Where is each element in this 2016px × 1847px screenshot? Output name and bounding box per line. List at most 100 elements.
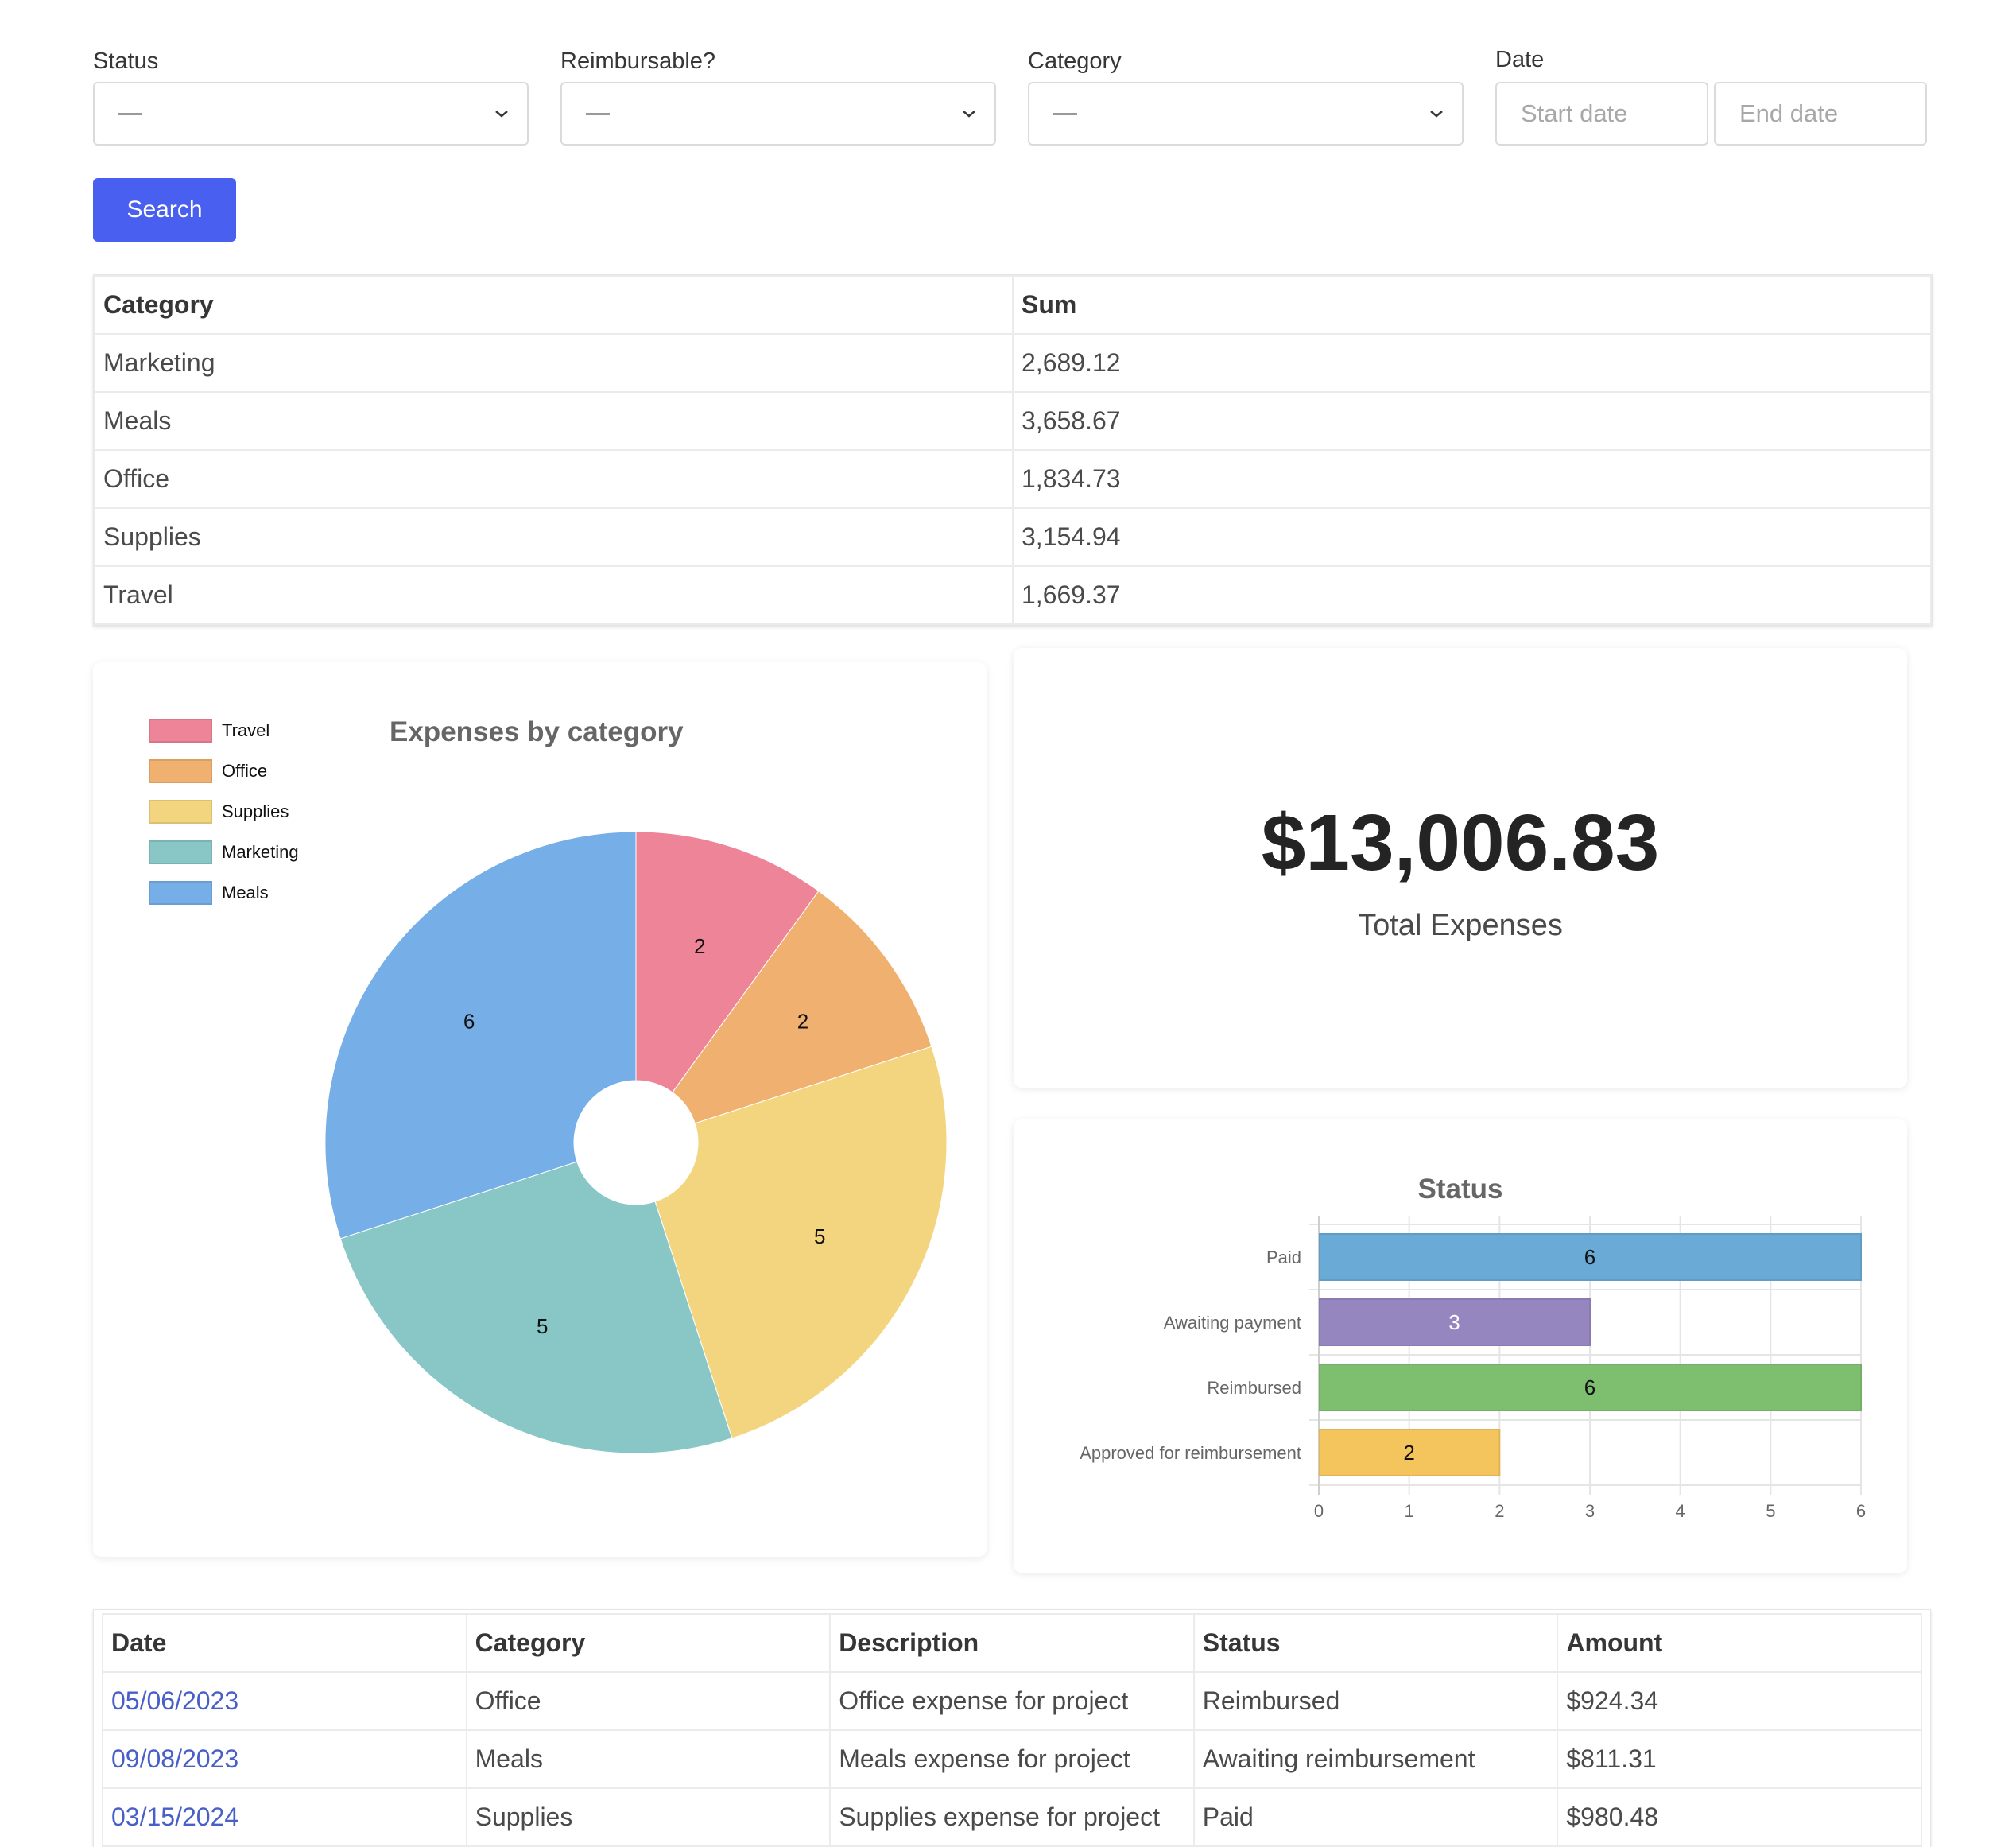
sum-cell: 1,834.73 <box>1012 449 1932 509</box>
bar-value-label: 6 <box>1584 1245 1595 1269</box>
bar-value-label: 2 <box>1403 1441 1414 1465</box>
end-date-input[interactable] <box>1714 82 1927 146</box>
reimbursable-select[interactable]: — <box>560 82 996 146</box>
status-bar[interactable] <box>1319 1233 1862 1281</box>
sum-cell: 1,669.37 <box>1012 565 1932 625</box>
column-header-status: Status <box>1192 1613 1559 1673</box>
x-axis-tick-label: 1 <box>1405 1501 1414 1521</box>
category-cell: Office <box>465 1671 832 1731</box>
pie-slice-office[interactable] <box>672 890 932 1124</box>
expenses-table: Date Category Description Status Amount … <box>93 1609 1931 1847</box>
status-select-value: — <box>118 99 142 126</box>
table-row: Marketing 2,689.12 <box>94 333 1932 393</box>
status-filter-label: Status <box>93 49 159 74</box>
description-cell: Meals expense for project <box>829 1729 1195 1789</box>
table-row: Meals 3,658.67 <box>94 391 1932 451</box>
search-button[interactable]: Search <box>93 178 236 242</box>
category-filter-label: Category <box>1028 49 1122 74</box>
pie-slice-value-label: 6 <box>463 1009 475 1033</box>
table-row: 05/06/2023 Office Office expense for pro… <box>102 1671 1922 1731</box>
legend-label: Meals <box>222 882 269 902</box>
y-axis-category-label: Paid <box>1266 1248 1301 1267</box>
description-cell: Office expense for project <box>829 1671 1195 1731</box>
bar-value-label: 3 <box>1448 1310 1460 1334</box>
legend-swatch <box>149 799 212 824</box>
status-select[interactable]: — <box>93 82 529 146</box>
pie-slice-supplies[interactable] <box>654 1046 948 1439</box>
x-axis-tick-label: 5 <box>1766 1501 1775 1521</box>
pie-slice-marketing[interactable] <box>339 1161 733 1454</box>
description-cell: Supplies expense for project <box>829 1787 1195 1847</box>
chevron-down-icon <box>495 111 508 118</box>
sum-cell: 3,658.67 <box>1012 391 1932 451</box>
status-bar[interactable] <box>1319 1364 1862 1411</box>
expense-date-link[interactable]: 05/06/2023 <box>111 1686 239 1715</box>
start-date-input[interactable] <box>1495 82 1708 146</box>
date-cell[interactable]: 05/06/2023 <box>102 1671 467 1731</box>
pie-legend: Travel Office Supplies Marketing Meals <box>149 718 299 921</box>
legend-item-office[interactable]: Office <box>149 759 299 783</box>
y-axis-category-label: Approved for reimbursement <box>1080 1443 1301 1463</box>
category-select-value: — <box>1053 99 1077 126</box>
amount-cell: $980.48 <box>1557 1787 1922 1847</box>
pie-slice-travel[interactable] <box>635 831 820 1093</box>
expense-date-link[interactable]: 03/15/2024 <box>111 1802 239 1831</box>
expense-date-link[interactable]: 09/08/2023 <box>111 1744 239 1773</box>
y-axis-category-label: Reimbursed <box>1207 1378 1301 1398</box>
pie-slice-meals[interactable] <box>324 831 637 1240</box>
pie-slice-value-label: 5 <box>814 1224 825 1248</box>
table-header-row: Category Sum <box>94 275 1932 335</box>
bar-chart-title: Status <box>1417 1174 1503 1205</box>
table-row: 09/08/2023 Meals Meals expense for proje… <box>102 1729 1922 1789</box>
category-select[interactable]: — <box>1028 82 1464 146</box>
status-cell: Awaiting reimbursement <box>1192 1729 1559 1789</box>
column-header-sum: Sum <box>1012 275 1932 335</box>
date-cell[interactable]: 09/08/2023 <box>102 1729 467 1789</box>
legend-item-marketing[interactable]: Marketing <box>149 840 299 864</box>
table-header-row: Date Category Description Status Amount <box>102 1613 1922 1673</box>
total-expenses-label: Total Expenses <box>1358 909 1563 942</box>
legend-item-travel[interactable]: Travel <box>149 718 299 743</box>
category-cell: Travel <box>94 565 1014 625</box>
status-bar[interactable] <box>1319 1298 1591 1346</box>
legend-swatch <box>149 718 212 743</box>
legend-swatch <box>149 840 212 864</box>
column-header-category: Category <box>94 275 1014 335</box>
date-filter-label: Date <box>1495 47 1545 72</box>
y-axis-category-label: Awaiting payment <box>1164 1313 1301 1333</box>
amount-cell: $924.34 <box>1557 1671 1922 1731</box>
column-header-category: Category <box>465 1613 832 1673</box>
legend-label: Supplies <box>222 801 289 821</box>
total-amount: $13,006.83 <box>1261 798 1660 887</box>
pie-chart: 2 2 5 5 6 <box>324 831 948 1454</box>
reimbursable-filter-label: Reimbursable? <box>560 49 716 74</box>
chevron-down-icon <box>963 111 975 118</box>
legend-item-meals[interactable]: Meals <box>149 880 299 905</box>
category-cell: Supplies <box>465 1787 832 1847</box>
amount-cell: $811.31 <box>1557 1729 1922 1789</box>
pie-slice-value-label: 2 <box>797 1009 808 1033</box>
table-row: Supplies 3,154.94 <box>94 507 1932 567</box>
category-cell: Meals <box>465 1729 832 1789</box>
x-axis-tick-label: 6 <box>1856 1501 1866 1521</box>
pie-slice-value-label: 5 <box>537 1314 548 1338</box>
reimbursable-select-value: — <box>586 99 610 126</box>
x-axis-tick-label: 4 <box>1676 1501 1685 1521</box>
legend-label: Marketing <box>222 841 299 862</box>
legend-item-supplies[interactable]: Supplies <box>149 799 299 824</box>
date-cell[interactable]: 03/15/2024 <box>102 1787 467 1847</box>
table-row: 03/15/2024 Supplies Supplies expense for… <box>102 1787 1922 1847</box>
legend-swatch <box>149 880 212 905</box>
table-row: Office 1,834.73 <box>94 449 1932 509</box>
table-row: Travel 1,669.37 <box>94 565 1932 625</box>
pie-slice-value-label: 2 <box>694 934 705 958</box>
column-header-description: Description <box>829 1613 1195 1673</box>
category-pie-card: Expenses by category Travel Office Supplie… <box>93 662 987 1557</box>
total-expenses-card: $13,006.83 Total Expenses <box>1014 648 1907 1088</box>
category-cell: Office <box>94 449 1014 509</box>
status-cell: Paid <box>1192 1787 1559 1847</box>
x-axis-tick-label: 3 <box>1585 1501 1595 1521</box>
chevron-down-icon <box>1430 111 1443 118</box>
status-bar[interactable] <box>1319 1429 1501 1476</box>
legend-swatch <box>149 759 212 783</box>
